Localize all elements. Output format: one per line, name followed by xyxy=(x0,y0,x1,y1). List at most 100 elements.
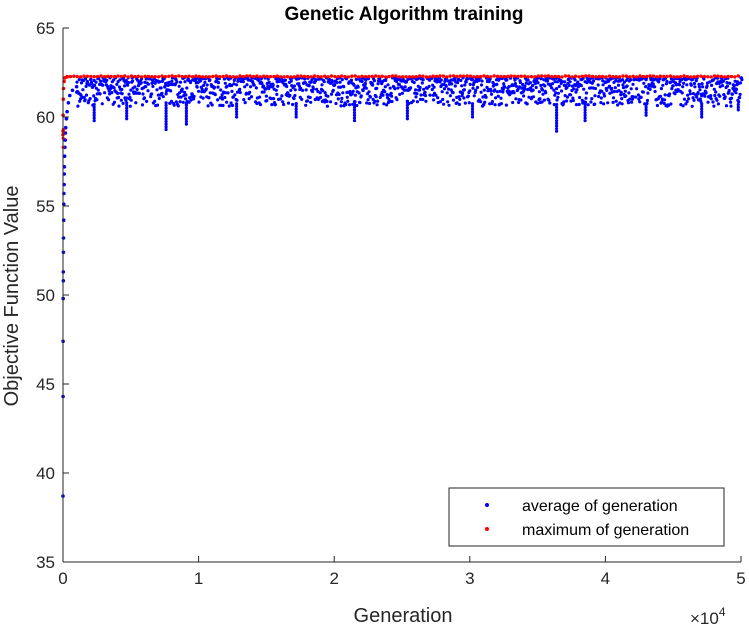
avg-point-32 xyxy=(89,77,93,81)
avg-point-1434 xyxy=(682,97,687,101)
avg-point-1249 xyxy=(601,83,605,87)
avg-point-1281 xyxy=(616,103,620,107)
avg-point-669 xyxy=(352,105,357,109)
avg-point-1321 xyxy=(634,95,638,99)
avg-point-384 xyxy=(233,93,237,97)
max-point-164 xyxy=(621,74,625,78)
avg-point-941 xyxy=(470,110,475,114)
max-point-147 xyxy=(563,74,568,78)
avg-point-1534 xyxy=(725,81,729,85)
max-point-159 xyxy=(604,75,608,79)
avg-point-314 xyxy=(201,96,205,100)
avg-point-160 xyxy=(140,103,145,107)
chart-title: Genetic Algorithm training xyxy=(285,4,524,25)
avg-point-764 xyxy=(396,86,400,90)
avg-point-1169 xyxy=(568,80,572,84)
avg-point-1220 xyxy=(588,77,592,81)
max-point-137 xyxy=(529,75,534,79)
avg-point-1175 xyxy=(571,96,575,100)
max-point-78 xyxy=(329,74,334,78)
max-point-113 xyxy=(448,74,452,78)
avg-point-458 xyxy=(263,87,268,91)
avg-point-523 xyxy=(293,93,297,98)
x-tick-label-4: 4 xyxy=(601,569,610,588)
avg-point-303 xyxy=(196,81,200,85)
max-point-165 xyxy=(624,74,629,78)
avg-point-1136 xyxy=(555,116,559,120)
avg-point-301 xyxy=(195,85,199,89)
avg-point-173 xyxy=(146,82,150,86)
avg-point-42 xyxy=(92,119,96,123)
avg-point-1139 xyxy=(555,108,559,112)
max-point-48 xyxy=(228,74,232,79)
y-tick-label-3: 50 xyxy=(36,286,55,305)
avg-point-822 xyxy=(419,93,423,97)
avg-point-1284 xyxy=(617,89,621,93)
avg-point-612 xyxy=(330,79,334,84)
avg-point-1208 xyxy=(583,111,587,115)
avg-point-1464 xyxy=(696,91,700,95)
avg-point-917 xyxy=(462,96,466,100)
max-point-181 xyxy=(679,75,683,79)
max-point-185 xyxy=(692,75,696,79)
max-point-16 xyxy=(119,74,124,79)
max-point-75 xyxy=(319,75,323,79)
avg-point-993 xyxy=(494,96,498,100)
avg-point-720 xyxy=(376,82,380,86)
avg-point-401 xyxy=(238,87,242,91)
avg-point-965 xyxy=(481,95,485,99)
y-tick-label-1: 40 xyxy=(36,464,55,483)
avg-point-1391 xyxy=(663,93,667,97)
avg-point-348 xyxy=(216,81,221,85)
avg-point-1299 xyxy=(624,94,628,98)
y-tick-label-2: 45 xyxy=(36,375,55,394)
avg-point-576 xyxy=(314,78,318,82)
avg-point-742 xyxy=(386,83,390,87)
avg-point-438 xyxy=(254,86,258,90)
avg-point-192 xyxy=(155,88,159,92)
avg-point-494 xyxy=(280,94,284,98)
max-point-32 xyxy=(173,74,178,79)
avg-point-1381 xyxy=(658,94,663,98)
avg-point-512 xyxy=(288,93,292,98)
max-point-10 xyxy=(99,74,103,78)
avg-point-942 xyxy=(470,107,475,111)
avg-point-1231 xyxy=(593,94,597,98)
avg-point-893 xyxy=(451,91,455,95)
avg-point-1480 xyxy=(700,102,704,106)
x-tick-label-1: 1 xyxy=(194,569,203,588)
avg-point-524 xyxy=(293,88,297,92)
avg-point-276 xyxy=(184,109,188,113)
avg-point-1006 xyxy=(499,102,503,106)
avg-point-1083 xyxy=(534,85,538,90)
avg-point-44 xyxy=(92,113,96,117)
avg-point-108 xyxy=(120,92,124,96)
max-point-112 xyxy=(445,75,449,79)
avg-point-855 xyxy=(434,93,438,97)
max-point-66 xyxy=(289,75,293,79)
avg-point-642 xyxy=(344,102,348,107)
avg-point-450 xyxy=(260,81,264,85)
avg-point-1461 xyxy=(695,95,699,99)
avg-point-250 xyxy=(176,104,180,108)
avg-point-887 xyxy=(448,94,452,98)
max-point-27 xyxy=(156,75,161,79)
avg-point-968 xyxy=(482,88,486,92)
avg-point-1167 xyxy=(567,83,571,87)
avg-point-552 xyxy=(303,81,307,85)
avg-point-650 xyxy=(348,103,352,107)
avg-point-1543 xyxy=(729,104,733,108)
avg-point-676 xyxy=(356,85,360,89)
avg-early-point-22 xyxy=(68,93,72,98)
avg-point-1460 xyxy=(694,79,698,83)
max-point-195 xyxy=(726,74,730,79)
avg-point-509 xyxy=(286,101,291,105)
avg-point-514 xyxy=(289,88,293,92)
max-point-108 xyxy=(431,74,435,78)
max-point-28 xyxy=(160,74,164,78)
max-point-128 xyxy=(499,74,503,79)
avg-point-1102 xyxy=(543,84,547,88)
avg-point-1228 xyxy=(592,79,596,83)
avg-point-52 xyxy=(95,98,99,102)
